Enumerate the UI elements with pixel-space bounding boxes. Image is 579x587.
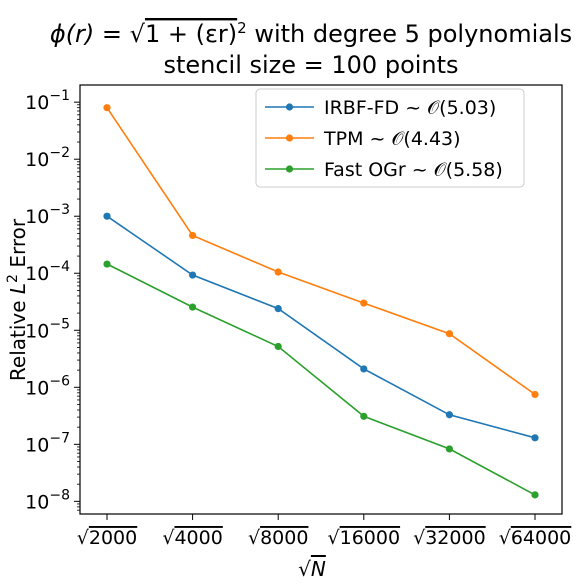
y-tick-base-4: 10 xyxy=(25,263,49,285)
y-tick-label-7: 10−1 xyxy=(25,88,70,114)
x-tick-value-3: 16000 xyxy=(340,527,400,549)
y-tick-base-0: 10 xyxy=(25,491,49,513)
y-tick-label-6: 10−2 xyxy=(25,145,70,171)
x-tick-label-4: √32000 xyxy=(413,527,486,549)
series-2-point-3 xyxy=(360,412,368,420)
y-tick-label-5: 10−3 xyxy=(25,202,70,228)
title-square: 2 xyxy=(237,19,247,37)
series-2-point-4 xyxy=(445,445,453,453)
series-line-0 xyxy=(106,215,536,439)
y-tick-base-5: 10 xyxy=(25,206,49,228)
plot-area xyxy=(79,84,563,515)
x-tick-root-5: √ xyxy=(499,527,512,549)
y-axis-label-prefix: Relative xyxy=(6,294,30,381)
y-tick-exp-3: −5 xyxy=(49,316,70,332)
series-2-point-5 xyxy=(531,491,539,499)
x-tick-root-2: √ xyxy=(248,527,261,549)
series-1-point-1 xyxy=(189,231,197,240)
series-layer xyxy=(103,104,539,499)
x-tick-root-0: √ xyxy=(77,527,90,549)
y-axis-label-symbol: L xyxy=(6,283,30,294)
y-tick-base-6: 10 xyxy=(25,149,49,171)
legend-box xyxy=(255,88,525,188)
series-1-point-3 xyxy=(360,299,368,307)
y-tick-label-1: 10−7 xyxy=(25,430,70,456)
series-2-point-1 xyxy=(189,303,197,311)
x-tick-root-1: √ xyxy=(162,527,175,549)
y-tick-exp-7: −1 xyxy=(49,88,70,104)
x-tick-label-2: √8000 xyxy=(248,527,308,549)
legend-marker-2 xyxy=(285,165,294,173)
x-tick-root-3: √ xyxy=(328,527,341,549)
y-axis-label-suffix: Error xyxy=(6,218,30,274)
y-tick-label-3: 10−5 xyxy=(25,316,70,342)
y-axis-label-sup: 2 xyxy=(5,274,21,283)
x-axis-label: √N xyxy=(298,557,326,581)
x-axis-label-root: √ xyxy=(298,557,311,581)
x-tick-value-4: 32000 xyxy=(425,527,485,549)
chart-title: ϕ(r) = √1 + (εr)2 with degree 5 polynomi… xyxy=(50,19,572,79)
series-0-point-1 xyxy=(189,271,197,279)
title-root: √ xyxy=(130,20,146,48)
x-tick-value-0: 2000 xyxy=(89,527,137,549)
y-tick-base-2: 10 xyxy=(25,377,49,399)
legend: IRBF-FD ~ 𝒪(5.03) TPM ~ 𝒪(4.43) Fast OGr ~… xyxy=(255,88,525,188)
y-tick-base-7: 10 xyxy=(25,92,49,114)
x-tick-label-0: √2000 xyxy=(77,527,137,549)
series-1-point-0 xyxy=(103,104,111,112)
y-tick-exp-2: −6 xyxy=(49,373,70,389)
y-tick-label-2: 10−6 xyxy=(25,373,70,399)
series-0-point-2 xyxy=(274,304,282,313)
series-0-point-5 xyxy=(531,434,539,442)
title-line-2: stencil size = 100 points xyxy=(163,51,458,79)
series-1-point-5 xyxy=(531,390,539,399)
y-tick-base-1: 10 xyxy=(25,434,49,456)
series-line-1 xyxy=(106,107,536,396)
y-tick-base-3: 10 xyxy=(25,320,49,342)
series-line-2 xyxy=(106,263,536,496)
x-tick-value-1: 4000 xyxy=(174,527,222,549)
y-tick-exp-4: −4 xyxy=(49,259,70,275)
legend-label-0: IRBF-FD ~ 𝒪(5.03) xyxy=(324,97,496,119)
x-tick-root-4: √ xyxy=(413,527,426,549)
series-1-point-2 xyxy=(274,268,282,276)
series-0-point-0 xyxy=(103,212,111,220)
series-2-point-2 xyxy=(274,342,282,351)
y-tick-exp-6: −2 xyxy=(49,145,70,161)
y-tick-exp-0: −8 xyxy=(49,487,70,503)
legend-label-1: TPM ~ 𝒪(4.43) xyxy=(323,128,461,150)
y-tick-label-4: 10−4 xyxy=(25,259,70,285)
x-tick-label-3: √16000 xyxy=(328,527,401,549)
series-1-point-4 xyxy=(445,330,453,338)
x-tick-value-2: 8000 xyxy=(260,527,308,549)
title-radicand: 1 + (εr) xyxy=(145,20,237,48)
title-phi: ϕ(r) = xyxy=(50,20,130,48)
legend-label-2: Fast OGr ~ 𝒪(5.58) xyxy=(324,159,503,181)
y-tick-exp-1: −7 xyxy=(49,430,70,446)
y-tick-exp-5: −3 xyxy=(49,202,70,218)
y-axis: 10−810−710−610−510−410−310−210−1 xyxy=(25,88,80,513)
series-0-point-4 xyxy=(445,411,453,419)
title-line-1: ϕ(r) = √1 + (εr)2 with degree 5 polynomi… xyxy=(50,19,572,48)
series-0-point-3 xyxy=(360,365,368,373)
y-axis-label: Relative L2 Error xyxy=(5,218,30,381)
y-tick-label-0: 10−8 xyxy=(25,487,70,513)
x-tick-label-5: √64000 xyxy=(499,527,572,549)
legend-marker-1 xyxy=(285,134,294,142)
x-axis-label-symbol: N xyxy=(311,557,326,581)
legend-marker-0 xyxy=(285,103,294,111)
x-tick-value-5: 64000 xyxy=(511,527,571,549)
x-axis: √2000 √4000 √8000 √16000 √32000 √64000 xyxy=(77,514,572,549)
series-2-point-0 xyxy=(103,260,111,268)
title-tail: with degree 5 polynomials xyxy=(247,20,572,48)
x-tick-label-1: √4000 xyxy=(162,527,222,549)
